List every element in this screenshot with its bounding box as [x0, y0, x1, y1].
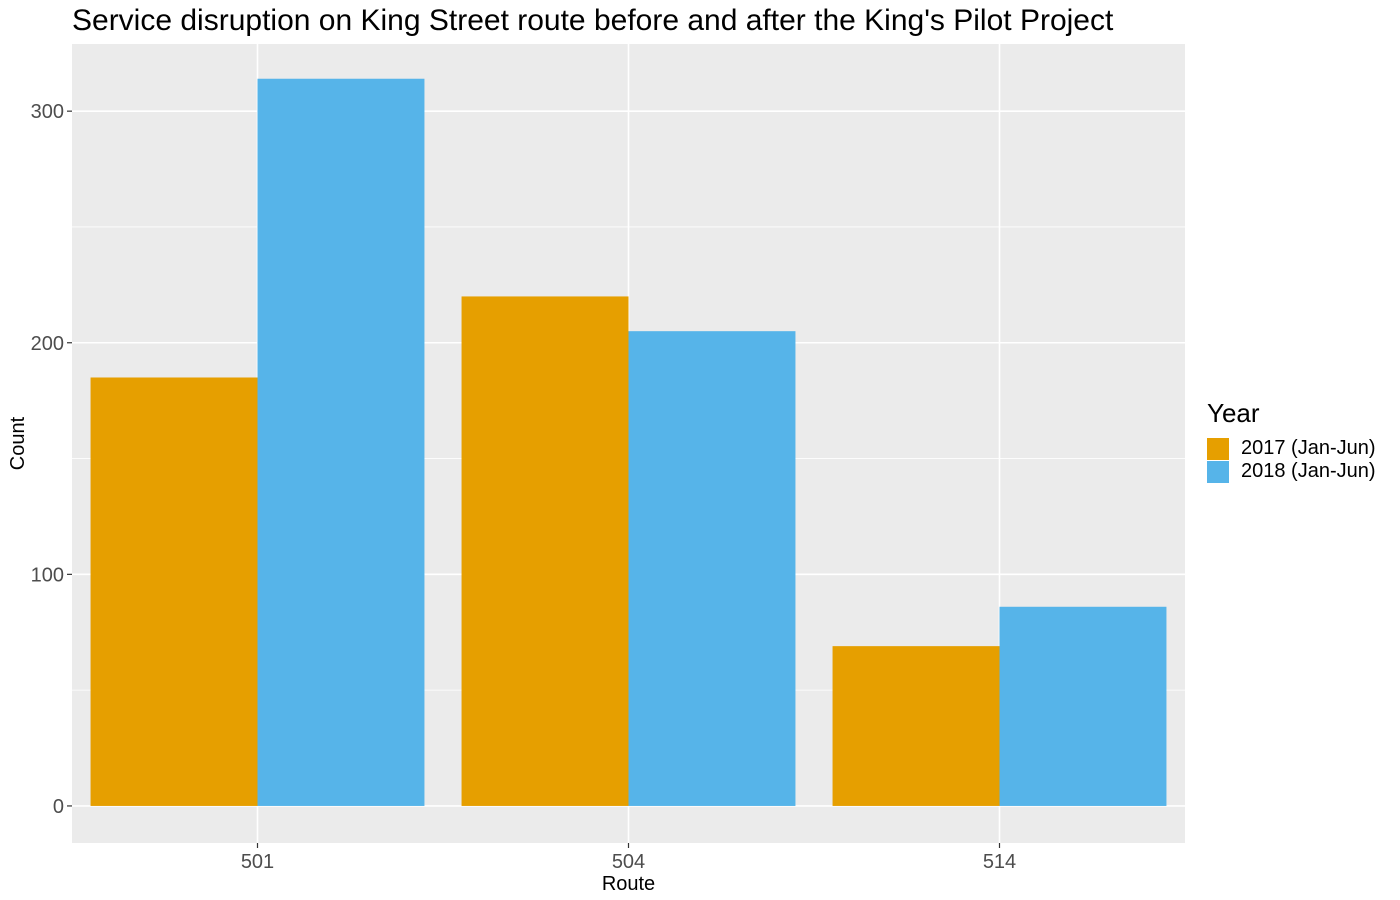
axes: 0 100 200 300 501 504 514	[31, 101, 1017, 873]
x-tick-label: 501	[241, 851, 274, 873]
legend: Year 2017 (Jan-Jun) 2018 (Jan-Jun)	[1207, 398, 1376, 483]
legend-title: Year	[1207, 398, 1260, 428]
chart-title: Service disruption on King Street route …	[72, 4, 1114, 37]
y-tick-label: 300	[31, 101, 64, 123]
legend-key-2018	[1207, 460, 1229, 483]
y-axis-title: Count	[7, 416, 29, 470]
bar-501-series-1	[90, 377, 258, 806]
x-tick-label: 514	[983, 851, 1016, 873]
y-tick-label: 100	[31, 564, 64, 586]
x-axis-title: Route	[602, 873, 655, 895]
legend-item-2017: 2017 (Jan-Jun)	[1207, 437, 1376, 460]
y-tick-label: 0	[53, 796, 64, 818]
bar-514-series-2	[999, 606, 1167, 806]
x-tick-label: 504	[612, 851, 645, 873]
bars	[90, 78, 1167, 806]
legend-key-2017	[1207, 437, 1229, 460]
legend-item-2018: 2018 (Jan-Jun)	[1207, 460, 1376, 483]
y-tick-label: 200	[31, 333, 64, 355]
bar-501-series-2	[257, 78, 425, 806]
legend-label-2017: 2017 (Jan-Jun)	[1241, 437, 1376, 459]
legend-label-2018: 2018 (Jan-Jun)	[1241, 460, 1376, 482]
bar-504-series-2	[628, 331, 796, 806]
bar-504-series-1	[461, 296, 629, 806]
bar-514-series-1	[832, 646, 1000, 806]
